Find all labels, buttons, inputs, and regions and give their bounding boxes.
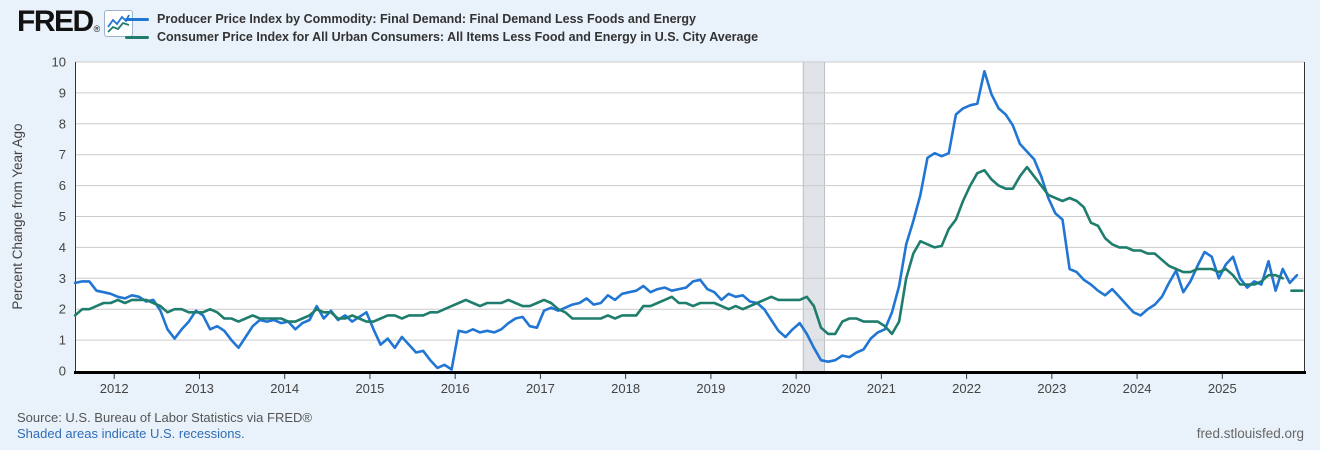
x-tick-label: 2024 [1123, 381, 1152, 396]
x-tick-label: 2014 [270, 381, 299, 396]
chart-legend: Producer Price Index by Commodity: Final… [125, 10, 758, 46]
y-axis-title: Percent Change from Year Ago [10, 123, 25, 309]
series-line-cpi [73, 165, 1284, 336]
x-tick-label: 2012 [100, 381, 129, 396]
source-note: Source: U.S. Bureau of Labor Statistics … [17, 410, 312, 425]
y-tick-label: 4 [59, 240, 66, 255]
y-tick-label: 6 [59, 178, 66, 193]
fred-logo-text: FRED [17, 5, 94, 38]
legend-label-ppi: Producer Price Index by Commodity: Final… [157, 12, 696, 26]
y-tick-label: 5 [59, 209, 66, 224]
recession-note-link[interactable]: Shaded areas indicate U.S. recessions. [17, 426, 245, 441]
chart-plot[interactable]: 0 1 2 3 4 5 6 7 8 9 10 2012 2013 2014 2015 2016 2017 2018… [0, 55, 1320, 400]
fred-logo-registered-mark: ® [93, 24, 101, 34]
legend-item-ppi[interactable]: Producer Price Index by Commodity: Final… [125, 10, 758, 28]
x-tick-label: 2025 [1208, 381, 1237, 396]
fred-logo[interactable]: FRED ® [17, 5, 134, 38]
x-tick-label: 2015 [355, 381, 384, 396]
x-tick-label: 2013 [185, 381, 214, 396]
chart-area[interactable]: 0 1 2 3 4 5 6 7 8 9 10 2012 2013 2014 2015 2016 2017 2018… [0, 55, 1320, 400]
x-tick-label: 2016 [441, 381, 470, 396]
legend-swatch-ppi [125, 17, 149, 21]
x-axis-line [74, 371, 1306, 374]
y-tick-label: 9 [59, 85, 66, 100]
y-tick-label: 10 [52, 55, 66, 70]
x-tick-label: 2019 [696, 381, 725, 396]
x-tick-label: 2021 [867, 381, 896, 396]
series-line-ppi [73, 69, 1299, 371]
x-tick-label: 2018 [611, 381, 640, 396]
y-tick-label: 1 [59, 333, 66, 348]
fred-site-link[interactable]: fred.stlouisfed.org [1196, 426, 1304, 441]
x-tick-label: 2017 [526, 381, 555, 396]
legend-swatch-cpi [125, 35, 149, 39]
x-tick-label: 2022 [952, 381, 981, 396]
legend-item-cpi[interactable]: Consumer Price Index for All Urban Consu… [125, 28, 758, 46]
y-tick-label: 0 [59, 364, 66, 379]
x-tick-label: 2020 [782, 381, 811, 396]
x-tick-label: 2023 [1037, 381, 1066, 396]
legend-label-cpi: Consumer Price Index for All Urban Consu… [157, 30, 759, 44]
y-tick-label: 3 [59, 271, 66, 286]
y-tick-label: 2 [59, 302, 66, 317]
y-tick-label: 8 [59, 116, 66, 131]
y-tick-label: 7 [59, 147, 66, 162]
